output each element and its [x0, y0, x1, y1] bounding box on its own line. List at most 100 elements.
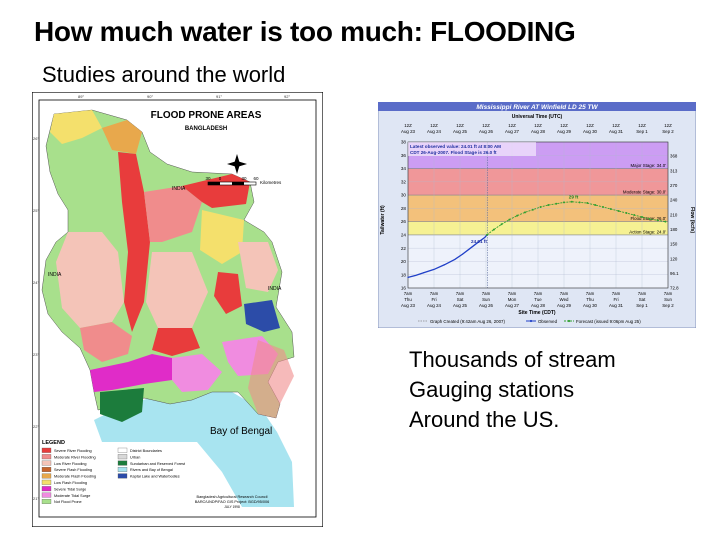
legend-observed: Observed: [538, 319, 558, 324]
flow-tick-label: 72.8: [670, 286, 679, 291]
utc-tick-label: 12Z: [508, 123, 516, 128]
cdt-tick-label: 7am: [612, 291, 621, 296]
scale-tick: 30: [205, 176, 211, 181]
lon-tick: 92°: [284, 94, 290, 99]
info-line-2: CDT 26-Aug-2007. Flood Stage is 26.0 ft: [410, 150, 497, 155]
data-point: [656, 219, 659, 222]
data-point: [586, 202, 589, 205]
data-point: [407, 276, 409, 278]
data-point: [486, 233, 489, 236]
compass-rose-icon: [227, 154, 247, 174]
map-title: FLOOD PRONE AREAS: [151, 110, 262, 121]
data-point: [524, 211, 526, 214]
legend-item-label: Severe Tidal Surge: [54, 487, 86, 491]
cdt-tick-date: Aug 30: [583, 303, 597, 308]
y-tick-label: 18: [401, 272, 407, 277]
right-axis-label: Flow (kcfs): [689, 207, 695, 233]
cdt-tick-label: 7am: [534, 291, 543, 296]
cdt-tick-date: Aug 29: [557, 303, 571, 308]
legend-item-label: Rivers and Bay of Bengal: [130, 468, 173, 472]
cdt-tick-weekday: Thu: [586, 297, 594, 302]
lat-tick: 23°: [33, 352, 39, 357]
data-point: [508, 218, 511, 221]
hydrograph-chart: Mississippi River AT Winfield LD 25 TW U…: [378, 102, 696, 328]
caption-line: Thousands of stream: [409, 347, 616, 372]
data-point: [609, 208, 612, 211]
credit-line: Bangladesh Agricultural Research Council: [197, 495, 268, 499]
legend-swatch: [41, 486, 52, 492]
utc-tick-date: Sep 2: [662, 129, 674, 134]
legend-item-label: Moderate Flash Flooding: [54, 475, 96, 479]
legend-swatch: [41, 454, 52, 460]
cdt-tick-label: 7am: [508, 291, 517, 296]
data-point: [443, 264, 445, 266]
utc-tick-date: Aug 30: [583, 129, 597, 134]
y-tick-label: 22: [401, 246, 407, 251]
utc-tick-date: Aug 31: [609, 129, 623, 134]
utc-tick-label: 12Z: [586, 123, 594, 128]
cdt-tick-weekday: Fri: [431, 297, 436, 302]
data-point: [664, 220, 667, 223]
country-label-top: INDIA: [172, 186, 186, 192]
observed-value-label: 24.01 ft: [471, 239, 487, 244]
cdt-tick-label: 7am: [404, 291, 413, 296]
legend-swatch: [117, 447, 128, 453]
data-point: [539, 206, 542, 209]
cdt-tick-label: 7am: [586, 291, 595, 296]
utc-tick-date: Aug 24: [427, 129, 441, 134]
utc-tick-date: Aug 25: [453, 129, 467, 134]
legend-swatch: [41, 473, 52, 479]
slide-title: How much water is too much: FLOODING: [34, 16, 576, 47]
legend-item-label: Low River Flooding: [54, 462, 87, 466]
cdt-tick-label: 7am: [456, 291, 465, 296]
bottom-axis-label: Site Time (CDT): [518, 310, 555, 316]
data-point: [500, 223, 503, 226]
utc-tick-date: Aug 27: [505, 129, 519, 134]
cdt-tick-weekday: Sat: [457, 297, 464, 302]
legend-swatch: [41, 479, 52, 485]
legend-item-label: Severe Flash Flooding: [54, 468, 92, 472]
data-point: [648, 217, 651, 220]
y-tick-label: 16: [401, 286, 407, 291]
data-point: [633, 214, 636, 216]
scale-tick: 30: [241, 176, 247, 181]
y-tick-label: 34: [401, 166, 407, 171]
data-point: [625, 212, 628, 215]
cdt-tick-date: Aug 23: [401, 303, 415, 308]
legend-swatch: [117, 473, 128, 479]
cdt-tick-weekday: Tue: [534, 297, 542, 302]
y-tick-label: 20: [401, 259, 407, 264]
legend-observed-marker: [529, 319, 533, 323]
utc-tick-label: 12Z: [638, 123, 646, 128]
scale-tick: 0: [219, 176, 222, 181]
utc-tick-label: 12Z: [560, 123, 568, 128]
cdt-tick-weekday: Sun: [664, 297, 672, 302]
flow-tick-label: 150: [670, 242, 678, 247]
country-label-right: INDIA: [268, 286, 282, 292]
legend-swatch: [41, 460, 52, 466]
utc-tick-label: 12Z: [404, 123, 412, 128]
y-tick-label: 30: [401, 193, 407, 198]
flow-tick-label: 368: [670, 154, 678, 159]
data-point: [641, 215, 643, 218]
utc-tick-date: Aug 26: [479, 129, 493, 134]
data-point: [570, 200, 573, 203]
caption-line: Gauging stations: [409, 377, 575, 402]
legend-swatch: [41, 447, 52, 453]
cdt-tick-date: Aug 24: [427, 303, 441, 308]
slide-subtitle: Studies around the world: [42, 62, 286, 87]
y-tick-label: 24: [401, 233, 407, 238]
info-line-1: Latest observed value: 24.01 ft at 8:00 …: [410, 144, 501, 149]
cdt-tick-weekday: Fri: [613, 297, 618, 302]
lon-tick: 91°: [216, 94, 222, 99]
flow-tick-label: 210: [670, 212, 678, 217]
flow-tick-label: 240: [670, 198, 678, 203]
lon-tick: 90°: [147, 94, 153, 99]
legend-swatch: [117, 454, 128, 460]
cdt-tick-label: 7am: [638, 291, 647, 296]
cdt-tick-date: Sep 2: [662, 303, 674, 308]
legend-swatch: [41, 467, 52, 472]
scale-unit-label: Kilometres: [260, 180, 282, 185]
map-credit: Bangladesh Agricultural Research Council…: [195, 495, 270, 509]
flow-tick-label: 180: [670, 227, 678, 232]
